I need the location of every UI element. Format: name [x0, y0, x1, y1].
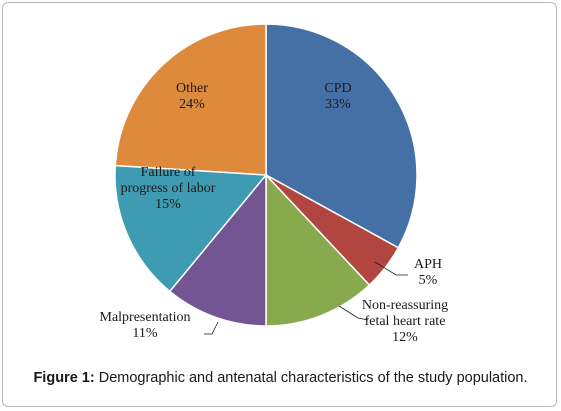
- leader-line-aph: [374, 261, 408, 276]
- figure-caption: Figure 1: Demographic and antenatal char…: [0, 370, 561, 386]
- slice-label-failure-of-progress-of-labor: Failure of progress of labor 15%: [121, 165, 216, 212]
- leader-line-malpresentation: [204, 321, 219, 335]
- pie-chart: CPD 33% APH 5% Non-reassuring fetal heart rat…: [100, 23, 448, 345]
- slice-label-other: Other 24%: [176, 81, 208, 112]
- slice-label-non-reassuring-fetal-heart-rate: Non-reassuring fetal heart rate 12%: [362, 298, 448, 345]
- slice-label-aph: APH 5%: [414, 257, 442, 288]
- slice-label-cpd: CPD 33%: [324, 81, 351, 112]
- slice-label-malpresentation: Malpresentation 11%: [100, 310, 191, 341]
- caption-prefix: Figure 1:: [33, 370, 95, 386]
- leader-line-non-reassuring-fetal-heart-rate: [338, 305, 369, 321]
- pie-slice-malpresentation: [168, 172, 267, 327]
- pie-slice-cpd: [265, 23, 418, 249]
- caption-text: Demographic and antenatal characteristic…: [94, 370, 528, 386]
- pie-slice-failure-of-progress-of-labor: [114, 164, 268, 293]
- pie-slice-other: [114, 23, 267, 176]
- pie-slice-non-reassuring-fetal-heart-rate: [265, 173, 371, 327]
